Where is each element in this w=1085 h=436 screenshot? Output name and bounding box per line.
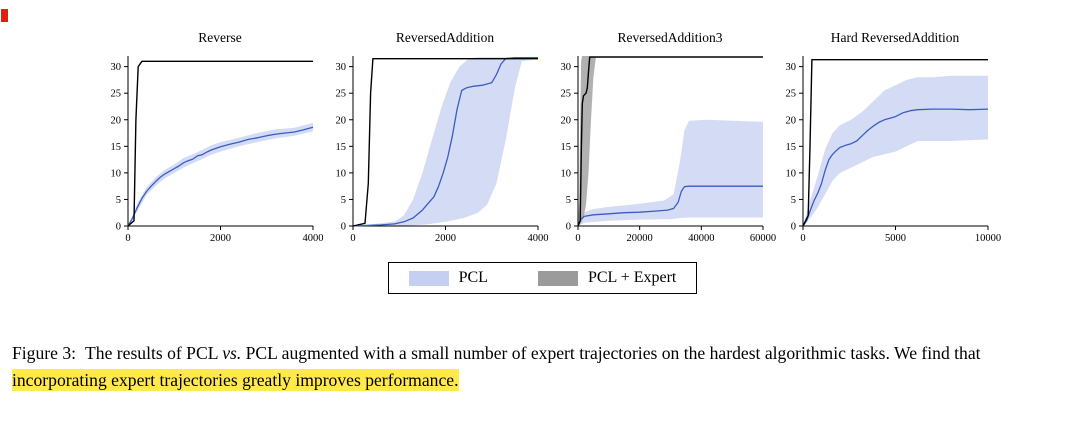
figure-label: Figure 3: bbox=[12, 343, 77, 363]
svg-text:5: 5 bbox=[340, 195, 345, 206]
caption-highlight: incorporating expert trajectories greatl… bbox=[12, 368, 459, 391]
plot-hard-reversed-addition: 0 5 10 15 20 25 30 0 5000 10000 bbox=[785, 56, 1001, 244]
svg-text:5000: 5000 bbox=[885, 233, 906, 244]
chart-reversed-addition3: ReversedAddition3 0 5 10 15 20 25 30 0 20000 4000… bbox=[543, 28, 776, 248]
svg-text:2000: 2000 bbox=[210, 233, 231, 244]
svg-text:0: 0 bbox=[790, 222, 795, 233]
svg-text:0: 0 bbox=[340, 222, 345, 233]
legend-wrap: PCL PCL + Expert bbox=[0, 262, 1085, 294]
pcl-expert-swatch bbox=[537, 270, 578, 286]
svg-text:15: 15 bbox=[335, 142, 346, 153]
caption-text-vs: vs. bbox=[222, 343, 242, 363]
svg-text:10000: 10000 bbox=[974, 233, 1000, 244]
svg-text:15: 15 bbox=[785, 142, 796, 153]
svg-text:15: 15 bbox=[560, 142, 571, 153]
legend-label-pcl-expert: PCL + Expert bbox=[587, 269, 677, 286]
svg-text:20000: 20000 bbox=[626, 233, 652, 244]
svg-text:20: 20 bbox=[785, 115, 796, 126]
figure-caption: Figure 3: The results of PCL vs. PCL augm… bbox=[12, 340, 1073, 393]
svg-text:25: 25 bbox=[110, 89, 121, 100]
svg-text:0: 0 bbox=[350, 233, 355, 244]
svg-text:25: 25 bbox=[785, 89, 796, 100]
svg-text:25: 25 bbox=[560, 89, 571, 100]
charts-row: Reverse 0 5 10 15 20 25 30 0 2000 4000 ReversedAd… bbox=[0, 28, 1085, 248]
svg-text:10: 10 bbox=[785, 168, 796, 179]
svg-text:5: 5 bbox=[790, 195, 795, 206]
legend-item-pcl-expert: PCL + Expert bbox=[537, 269, 677, 287]
svg-text:5: 5 bbox=[565, 195, 570, 206]
svg-text:0: 0 bbox=[125, 233, 130, 244]
svg-text:10: 10 bbox=[560, 168, 571, 179]
svg-text:30: 30 bbox=[110, 62, 121, 73]
legend-label-pcl: PCL bbox=[458, 269, 488, 286]
svg-text:60000: 60000 bbox=[749, 233, 775, 244]
svg-text:30: 30 bbox=[335, 62, 346, 73]
chart-title-hard-reversed-addition: Hard ReversedAddition bbox=[830, 30, 960, 45]
figure-3: Reverse 0 5 10 15 20 25 30 0 2000 4000 ReversedAd… bbox=[0, 28, 1085, 393]
pcl-swatch bbox=[408, 270, 449, 286]
plot-reversed-addition3: 0 5 10 15 20 25 30 0 20000 40000 60000 bbox=[560, 56, 776, 244]
page-edge-marker bbox=[1, 9, 8, 22]
svg-text:0: 0 bbox=[115, 222, 120, 233]
svg-text:10: 10 bbox=[335, 168, 346, 179]
caption-text-1: The results of PCL bbox=[85, 343, 223, 363]
svg-text:0: 0 bbox=[575, 233, 580, 244]
svg-text:30: 30 bbox=[560, 62, 571, 73]
svg-text:2000: 2000 bbox=[435, 233, 456, 244]
svg-text:4000: 4000 bbox=[302, 233, 323, 244]
chart-title-reversed-addition3: ReversedAddition3 bbox=[617, 30, 723, 45]
plot-reversed-addition: 0 5 10 15 20 25 30 0 2000 4000 bbox=[335, 56, 548, 244]
chart-title-reversed-addition: ReversedAddition bbox=[395, 30, 495, 45]
svg-text:40000: 40000 bbox=[688, 233, 714, 244]
caption-text-2: PCL augmented with a small number of exp… bbox=[241, 343, 981, 363]
svg-text:20: 20 bbox=[335, 115, 346, 126]
svg-text:20: 20 bbox=[110, 115, 121, 126]
legend: PCL PCL + Expert bbox=[387, 262, 698, 294]
svg-text:5: 5 bbox=[115, 195, 120, 206]
legend-item-pcl: PCL bbox=[408, 269, 488, 287]
svg-text:0: 0 bbox=[800, 233, 805, 244]
svg-text:30: 30 bbox=[785, 62, 796, 73]
chart-hard-reversed-addition: Hard ReversedAddition 0 5 10 15 20 25 30 0 5000 1… bbox=[768, 28, 1001, 248]
svg-text:10: 10 bbox=[110, 168, 121, 179]
svg-text:25: 25 bbox=[335, 89, 346, 100]
chart-title-reverse: Reverse bbox=[198, 30, 242, 45]
svg-text:20: 20 bbox=[560, 115, 571, 126]
svg-text:0: 0 bbox=[565, 222, 570, 233]
chart-reversed-addition: ReversedAddition 0 5 10 15 20 25 30 0 2000 4000 bbox=[318, 28, 548, 248]
plot-reverse: 0 5 10 15 20 25 30 0 2000 4000 bbox=[110, 56, 323, 244]
chart-reverse: Reverse 0 5 10 15 20 25 30 0 2000 4000 bbox=[93, 28, 323, 248]
svg-text:15: 15 bbox=[110, 142, 121, 153]
svg-text:4000: 4000 bbox=[527, 233, 548, 244]
